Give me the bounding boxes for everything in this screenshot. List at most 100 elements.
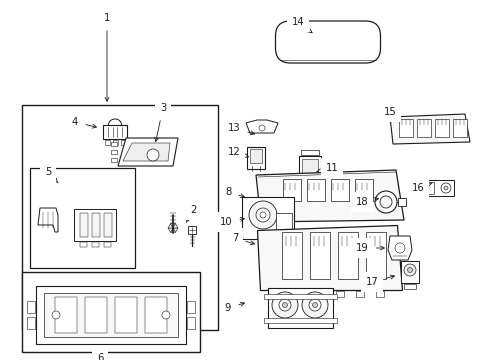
Bar [145,297,167,333]
Bar [400,261,418,283]
Bar [425,180,453,196]
Polygon shape [118,138,178,166]
Bar [22,105,218,330]
Circle shape [403,264,415,276]
Bar [249,149,262,163]
Bar [298,156,320,180]
Polygon shape [170,228,175,232]
Bar [295,291,304,297]
Text: 16: 16 [411,183,431,193]
Bar [365,231,385,279]
Bar [403,284,415,288]
Bar [187,226,196,234]
Polygon shape [245,120,278,133]
Text: 18: 18 [355,197,378,207]
Text: 4: 4 [72,117,96,128]
Polygon shape [173,224,178,228]
Bar [302,158,317,175]
Circle shape [394,243,404,253]
Bar [112,139,117,144]
Circle shape [443,186,447,190]
Circle shape [260,212,265,218]
Bar [282,231,302,279]
Polygon shape [256,170,403,222]
Polygon shape [123,143,170,161]
Text: 7: 7 [231,233,254,245]
Circle shape [302,292,327,318]
Polygon shape [173,228,178,232]
Polygon shape [38,208,58,232]
FancyBboxPatch shape [275,21,380,63]
Bar [111,158,117,162]
Bar [398,119,412,137]
Polygon shape [168,224,173,228]
Bar [275,291,284,297]
Text: 11: 11 [316,163,338,173]
Circle shape [147,149,159,161]
Polygon shape [389,114,469,144]
Bar [301,150,318,155]
Text: 1: 1 [103,13,110,101]
Bar [27,301,35,313]
Bar [111,150,117,154]
Bar [74,209,116,241]
Bar [111,142,117,146]
Bar [246,147,264,169]
Circle shape [248,201,276,229]
Bar [275,213,291,233]
Bar [104,213,112,237]
Bar [306,179,325,201]
Circle shape [379,196,391,208]
Polygon shape [257,225,402,291]
Bar [104,139,109,144]
Bar [375,291,383,297]
Circle shape [407,267,412,273]
Text: 15: 15 [383,107,399,122]
Bar [330,179,348,201]
Polygon shape [170,224,175,228]
Text: 6: 6 [97,353,103,360]
Circle shape [440,183,450,193]
Bar [36,286,185,344]
Bar [186,301,195,313]
Bar [85,297,107,333]
Text: 13: 13 [227,123,254,135]
Bar [337,231,357,279]
Bar [80,242,86,247]
Bar [267,288,332,328]
Circle shape [279,299,290,311]
Bar [263,318,336,323]
Circle shape [282,302,287,307]
Circle shape [162,311,170,319]
Polygon shape [387,236,411,260]
Bar [355,291,363,297]
Text: 9: 9 [224,302,244,313]
Bar [335,291,343,297]
Bar [115,297,137,333]
Circle shape [52,311,60,319]
Bar [283,179,301,201]
Text: 19: 19 [355,243,384,253]
Bar [44,293,178,337]
Text: 5: 5 [45,167,58,183]
Text: 3: 3 [154,103,166,141]
Text: 12: 12 [227,147,248,157]
Bar [434,119,448,137]
Bar [91,242,98,247]
Bar [354,179,372,201]
Text: 8: 8 [224,187,244,198]
Text: 2: 2 [186,205,196,222]
Bar [186,317,195,329]
Circle shape [256,208,269,222]
Text: 14: 14 [291,17,311,33]
Bar [416,119,430,137]
Bar [30,168,135,268]
Bar [242,197,293,239]
Bar [22,272,200,352]
Bar [309,231,329,279]
Bar [103,242,110,247]
Circle shape [259,125,264,131]
Bar [120,139,125,144]
Bar [452,119,466,137]
Text: 17: 17 [365,275,394,287]
